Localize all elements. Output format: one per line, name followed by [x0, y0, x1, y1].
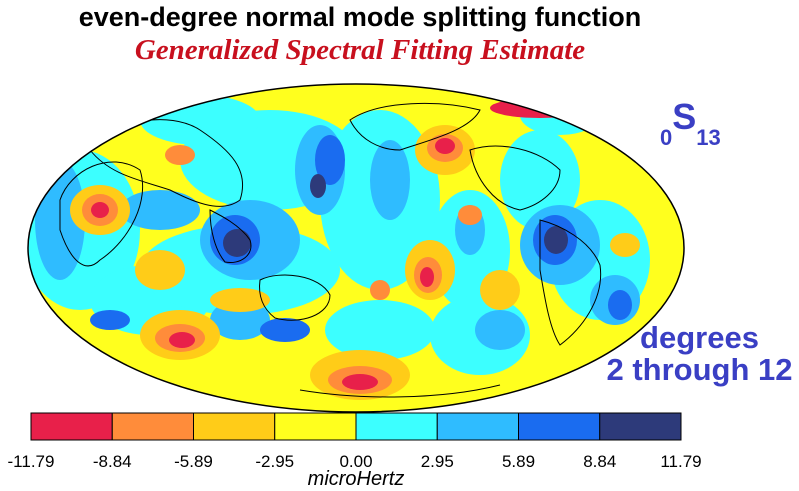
colorbar-tick-label: -2.95 — [255, 452, 294, 472]
colorbar-tick-label: 5.89 — [502, 452, 535, 472]
colorbar-tick-label: -11.79 — [8, 452, 55, 472]
colorbar-bin — [112, 413, 193, 440]
colorbar-unit: microHertz — [308, 468, 405, 491]
colorbar-bin — [275, 413, 356, 440]
colorbar-tick-label: 11.79 — [660, 452, 701, 472]
colorbar-bin — [31, 413, 112, 440]
colorbar-tick-label: 2.95 — [421, 452, 454, 472]
colorbar-tick-label: -5.89 — [174, 452, 213, 472]
colorbar-bin — [356, 413, 437, 440]
colorbar-bin — [437, 413, 518, 440]
colorbar-bins — [31, 413, 681, 440]
colorbar-bin — [600, 413, 681, 440]
colorbar-bin — [519, 413, 600, 440]
colorbar-tick-label: 8.84 — [583, 452, 616, 472]
colorbar-bin — [194, 413, 275, 440]
colorbar-tick-label: -8.84 — [93, 452, 132, 472]
